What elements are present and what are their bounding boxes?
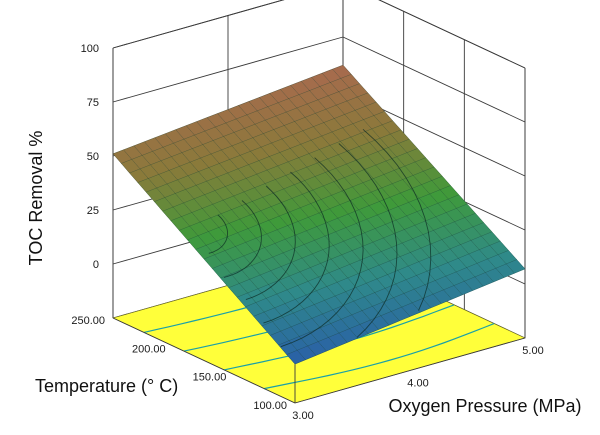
front-frame-line <box>112 317 296 404</box>
surface-mesh-line <box>137 92 368 183</box>
y-tick-label: 150.00 <box>193 372 227 384</box>
response-surface <box>112 64 526 365</box>
surface-mesh-line <box>245 213 476 308</box>
z-tick-label: 75 <box>87 97 99 109</box>
surface-mesh-line <box>294 268 526 365</box>
z-tick-label: 100 <box>81 43 99 55</box>
surface-contour-line <box>223 200 262 278</box>
front-frame <box>112 317 526 404</box>
frame-line <box>342 36 526 123</box>
surface-mesh-line <box>237 203 468 298</box>
surface-contour-line <box>338 143 398 338</box>
surface-mesh-line <box>154 111 385 202</box>
front-frame-line <box>294 337 526 404</box>
x-tick-label: 5.00 <box>522 345 543 357</box>
y-axis-title: Temperature (° C) <box>35 376 178 396</box>
surface-contour-line <box>362 128 432 311</box>
surface-mesh-line <box>212 175 443 269</box>
surface-mesh-line <box>195 157 426 250</box>
x-tick-label: 3.00 <box>292 410 313 422</box>
x-axis-title: Oxygen Pressure (MPa) <box>388 396 581 416</box>
surface-contour-line <box>263 171 330 324</box>
z-tick-label: 50 <box>87 151 99 163</box>
z-tick-label: 25 <box>87 205 99 217</box>
tick-labels: 0 25 50 75 100 3.00 4.00 5.00 100.00 150.00 200.00… <box>71 43 543 422</box>
surface-mesh-line <box>129 83 360 174</box>
surface-mesh-line <box>170 129 401 221</box>
surface-contour-line <box>280 157 364 348</box>
surface-mesh-line <box>228 194 459 288</box>
surface-mesh-line <box>203 166 435 260</box>
surface-mesh-line <box>261 231 492 327</box>
surface-mesh-line <box>112 64 344 155</box>
frame-line <box>378 0 526 69</box>
surface-mesh-line <box>146 101 377 193</box>
surface-mesh-line <box>220 185 451 279</box>
surface-mesh-line <box>162 120 393 212</box>
base-contour-line <box>263 323 495 390</box>
y-tick-label: 100.00 <box>253 400 287 412</box>
surface-contour-line <box>245 185 296 301</box>
y-tick-label: 250.00 <box>71 315 105 327</box>
x-tick-label: 4.00 <box>407 378 428 390</box>
surface-mesh-line <box>121 74 352 164</box>
z-axis-title: TOC Removal % <box>26 131 46 266</box>
z-tick-label: 0 <box>93 259 99 271</box>
frame-line <box>378 0 526 69</box>
surface-mesh-line <box>286 259 517 355</box>
surface-mesh-line <box>253 222 484 317</box>
y-tick-label: 200.00 <box>132 343 166 355</box>
surface-contour-line <box>208 214 228 254</box>
surface-mesh-line <box>270 240 501 336</box>
